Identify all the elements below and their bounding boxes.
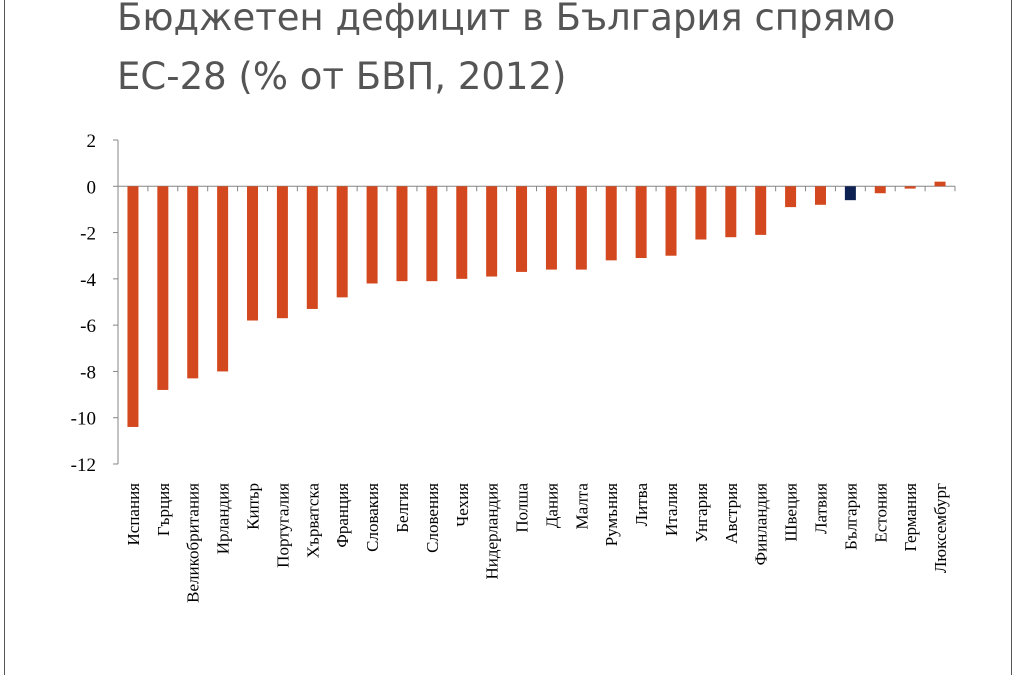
y-tick-label: 0	[87, 177, 97, 198]
y-tick-labels: 2 0 -2 -4 -6 -8 -10 -12	[71, 131, 97, 476]
bar	[456, 186, 468, 279]
x-tick-label: Литва	[632, 483, 651, 527]
y-tick-label: -12	[71, 455, 96, 476]
x-tick-label: Румъния	[602, 483, 621, 546]
x-tick-label: Хърватска	[303, 483, 322, 559]
chart-axes	[113, 139, 956, 465]
y-tick-label: 2	[87, 131, 97, 152]
bar	[336, 186, 348, 298]
x-tick-label: Латвия	[811, 483, 830, 534]
bar	[187, 186, 199, 379]
bar	[575, 186, 587, 270]
x-tick-label: Австрия	[722, 483, 741, 544]
x-tick-label: Белгия	[393, 483, 412, 533]
x-tick-label: Италия	[662, 483, 681, 536]
y-tick-label: -4	[80, 270, 96, 291]
x-tick-label: Великобритания	[184, 483, 203, 603]
chart-title: Бюджетен дефицит в България спрямо ЕС-28…	[117, 0, 896, 98]
chart-bars	[127, 181, 946, 427]
x-tick-label: Унгария	[692, 483, 711, 543]
x-tick-label: Швеция	[782, 483, 801, 542]
bar	[516, 186, 528, 272]
bar	[725, 186, 737, 238]
x-tick-label: Германия	[901, 483, 920, 552]
bar	[785, 186, 797, 208]
x-tick-label: Словения	[423, 483, 442, 553]
x-tick-label: Естония	[871, 483, 890, 543]
x-tick-label: Португалия	[273, 483, 292, 568]
x-tick-label: Полша	[513, 483, 532, 533]
x-tick-label: Люксембург	[931, 483, 950, 573]
y-tick-label: -6	[80, 316, 96, 337]
bar	[217, 186, 229, 372]
x-tick-labels: Испания Гърция Великобритания Ирландия Кипър…	[124, 483, 950, 603]
bar	[904, 186, 916, 189]
x-tick-label: Дания	[542, 483, 561, 528]
bar	[306, 186, 318, 309]
bar	[695, 186, 707, 240]
x-tick-label: Нидерландия	[483, 483, 502, 580]
bar	[814, 186, 826, 205]
frame-left-border	[4, 0, 5, 675]
bar	[366, 186, 378, 284]
x-tick-label: Словакия	[363, 483, 382, 552]
bar	[635, 186, 647, 259]
y-tick-label: -8	[80, 362, 96, 383]
bar	[426, 186, 438, 282]
bar	[396, 186, 408, 282]
bar	[934, 181, 946, 187]
bar	[545, 186, 557, 270]
bar	[605, 186, 617, 261]
x-tick-label: Испания	[124, 483, 143, 546]
x-tick-label: Кипър	[244, 483, 263, 530]
bar	[276, 186, 288, 319]
x-tick-label: Финландия	[752, 483, 771, 565]
x-tick-label: Франция	[333, 483, 352, 548]
bar	[486, 186, 498, 277]
x-tick-label: България	[841, 483, 860, 550]
bar	[247, 186, 259, 321]
y-tick-label: -10	[71, 409, 96, 430]
frame-right-border	[1011, 0, 1012, 675]
bar	[755, 186, 767, 235]
x-tick-label: Малта	[572, 483, 591, 530]
bar	[157, 186, 169, 390]
x-tick-label: Ирландия	[214, 483, 233, 554]
x-tick-label: Гърция	[154, 483, 173, 536]
x-tick-label: Чехия	[453, 483, 472, 527]
bar	[127, 186, 139, 427]
bar	[844, 186, 856, 201]
bar	[874, 186, 886, 194]
bar	[665, 186, 677, 256]
y-tick-label: -2	[80, 224, 96, 245]
